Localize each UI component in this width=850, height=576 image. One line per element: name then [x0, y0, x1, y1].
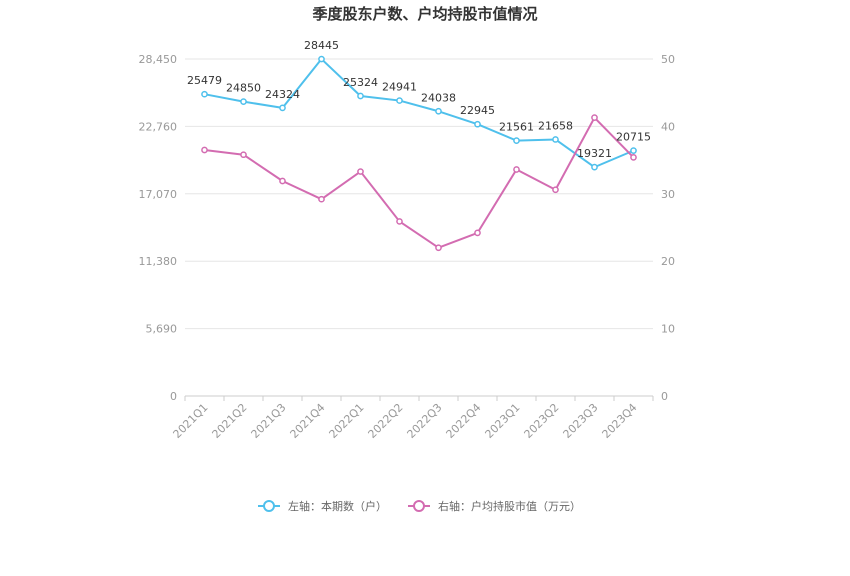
data-label: 22945: [460, 104, 495, 117]
x-tick-label: 2023Q1: [483, 401, 523, 441]
series-point-1[interactable]: [474, 120, 481, 128]
data-label: 20715: [616, 131, 651, 144]
data-label: 24941: [382, 81, 417, 94]
data-label: 21561: [499, 121, 534, 134]
data-labels: 25479 24850 24324 28445 25324 24941 24038 22945…: [187, 39, 651, 160]
left-tick-label: 22,760: [139, 120, 178, 133]
left-tick-label: 17,070: [139, 188, 178, 201]
x-tick-label: 2021Q4: [288, 401, 328, 441]
left-tick-label: 11,380: [139, 255, 178, 268]
series-layer: [201, 55, 637, 252]
series-point-1[interactable]: [279, 104, 286, 112]
series-point-2[interactable]: [357, 168, 364, 175]
series-point-2[interactable]: [240, 151, 247, 159]
series-point-1[interactable]: [435, 107, 442, 115]
legend-item-1[interactable]: 左轴：本期数（户）: [258, 499, 387, 513]
right-tick-label: 50: [661, 53, 675, 66]
series-point-2[interactable]: [474, 229, 481, 237]
right-tick-label: 30: [661, 188, 675, 201]
x-tick-label: 2021Q1: [171, 401, 211, 441]
right-tick-label: 0: [661, 390, 668, 403]
x-tick-label: 2022Q1: [327, 401, 367, 441]
legend[interactable]: 左轴：本期数（户） 右轴：户均持股市值（万元）: [258, 499, 581, 513]
series-point-2[interactable]: [591, 114, 598, 121]
left-tick-label: 5,690: [146, 323, 178, 336]
series-point-1[interactable]: [396, 97, 403, 104]
x-tick-label: 2021Q3: [249, 401, 289, 441]
legend-label: 左轴：本期数（户）: [288, 499, 387, 513]
legend-marker: [413, 500, 425, 512]
series-point-1[interactable]: [357, 92, 364, 100]
series-point-1[interactable]: [552, 136, 559, 143]
series-point-1[interactable]: [240, 98, 247, 105]
x-tick-label: 2023Q2: [522, 401, 562, 441]
series-point-1[interactable]: [201, 90, 208, 98]
data-label: 28445: [304, 39, 339, 52]
right-tick-label: 20: [661, 255, 675, 268]
right-tick-label: 40: [661, 120, 675, 133]
series-point-2[interactable]: [630, 154, 637, 161]
data-label: 25324: [343, 76, 378, 89]
x-tick-label: 2021Q2: [210, 401, 250, 441]
x-tick-label: 2022Q4: [444, 401, 484, 441]
legend-marker: [263, 500, 275, 512]
right-tick-label: 10: [661, 323, 675, 336]
x-tick-label: 2022Q2: [366, 401, 406, 441]
series-point-1[interactable]: [591, 163, 598, 171]
data-label: 21658: [538, 119, 573, 132]
legend-item-2[interactable]: 右轴：户均持股市值（万元）: [408, 499, 581, 513]
series-point-1[interactable]: [513, 137, 520, 144]
data-label: 25479: [187, 74, 222, 87]
series-point-1[interactable]: [318, 55, 325, 63]
series-point-2[interactable]: [396, 218, 403, 225]
series-line-2: [204, 116, 635, 249]
grid: [185, 58, 653, 397]
x-axis: 2021Q12021Q22021Q32021Q42022Q12022Q22022…: [171, 396, 654, 441]
data-label: 24324: [265, 88, 300, 101]
legend-label: 右轴：户均持股市值（万元）: [438, 499, 581, 513]
left-tick-label: 28,450: [139, 53, 178, 66]
series-point-2[interactable]: [279, 177, 286, 185]
data-label: 24038: [421, 91, 456, 104]
series-point-2[interactable]: [318, 195, 325, 203]
chart-title: 季度股东户数、户均持股市值情况: [312, 5, 537, 23]
series-point-2[interactable]: [552, 186, 559, 194]
series-point-2[interactable]: [513, 166, 520, 173]
right-axis: 0 10 20 30 40 50: [661, 53, 675, 403]
left-axis: 0 5,690 11,380 17,070 22,760 28,450: [139, 53, 178, 403]
data-label: 24850: [226, 82, 261, 95]
x-tick-label: 2023Q3: [561, 401, 601, 441]
series-point-2[interactable]: [201, 146, 208, 154]
series-point-2[interactable]: [435, 244, 442, 252]
left-tick-label: 0: [170, 390, 177, 403]
series-line-1: [204, 58, 634, 169]
series-point-1[interactable]: [630, 147, 637, 154]
x-tick-label: 2022Q3: [405, 401, 445, 441]
data-label: 19321: [577, 147, 612, 160]
x-tick-label: 2023Q4: [600, 401, 640, 441]
